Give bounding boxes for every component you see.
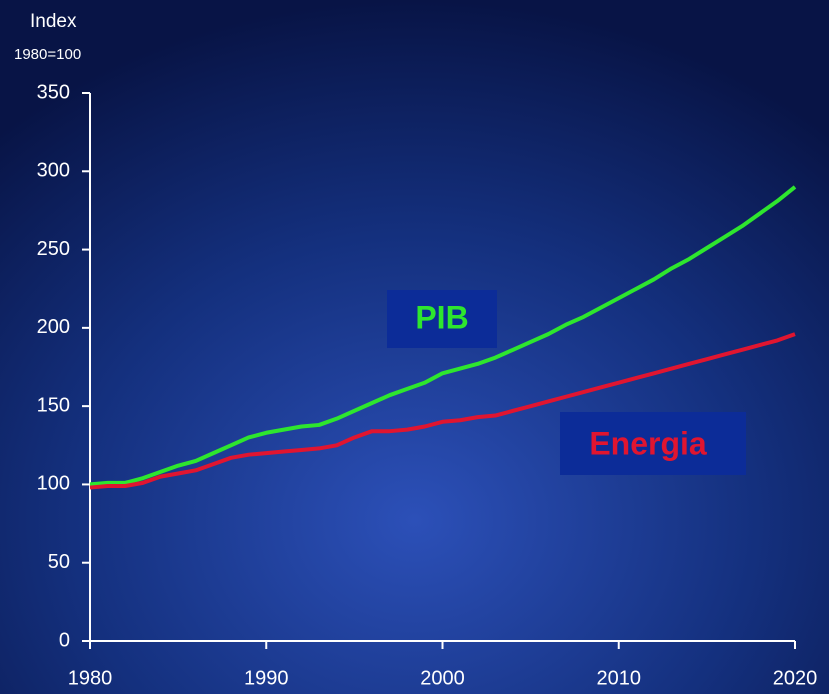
y-axis-sublabel: 1980=100 [14, 46, 81, 63]
series-label: PIB [415, 299, 468, 335]
y-axis-label: Index [30, 11, 77, 32]
y-tick-label: 250 [37, 238, 70, 260]
y-tick-label: 350 [37, 81, 70, 103]
y-tick-label: 150 [37, 394, 70, 416]
y-tick-label: 0 [59, 629, 70, 651]
x-tick-label: 2010 [597, 667, 642, 689]
x-tick-label: 1980 [68, 667, 113, 689]
series-label-box [560, 412, 746, 475]
y-tick-label: 50 [48, 551, 70, 573]
x-tick-label: 1990 [244, 667, 289, 689]
x-tick-label: 2000 [420, 667, 465, 689]
series-label-box [387, 290, 497, 348]
series-line [89, 185, 797, 487]
y-tick-label: 300 [37, 160, 70, 182]
series-line [89, 332, 796, 490]
y-tick-label: 100 [37, 473, 70, 495]
y-tick-label: 200 [37, 316, 70, 338]
x-tick-label: 2020 [773, 667, 818, 689]
series-label: Energia [589, 425, 707, 461]
